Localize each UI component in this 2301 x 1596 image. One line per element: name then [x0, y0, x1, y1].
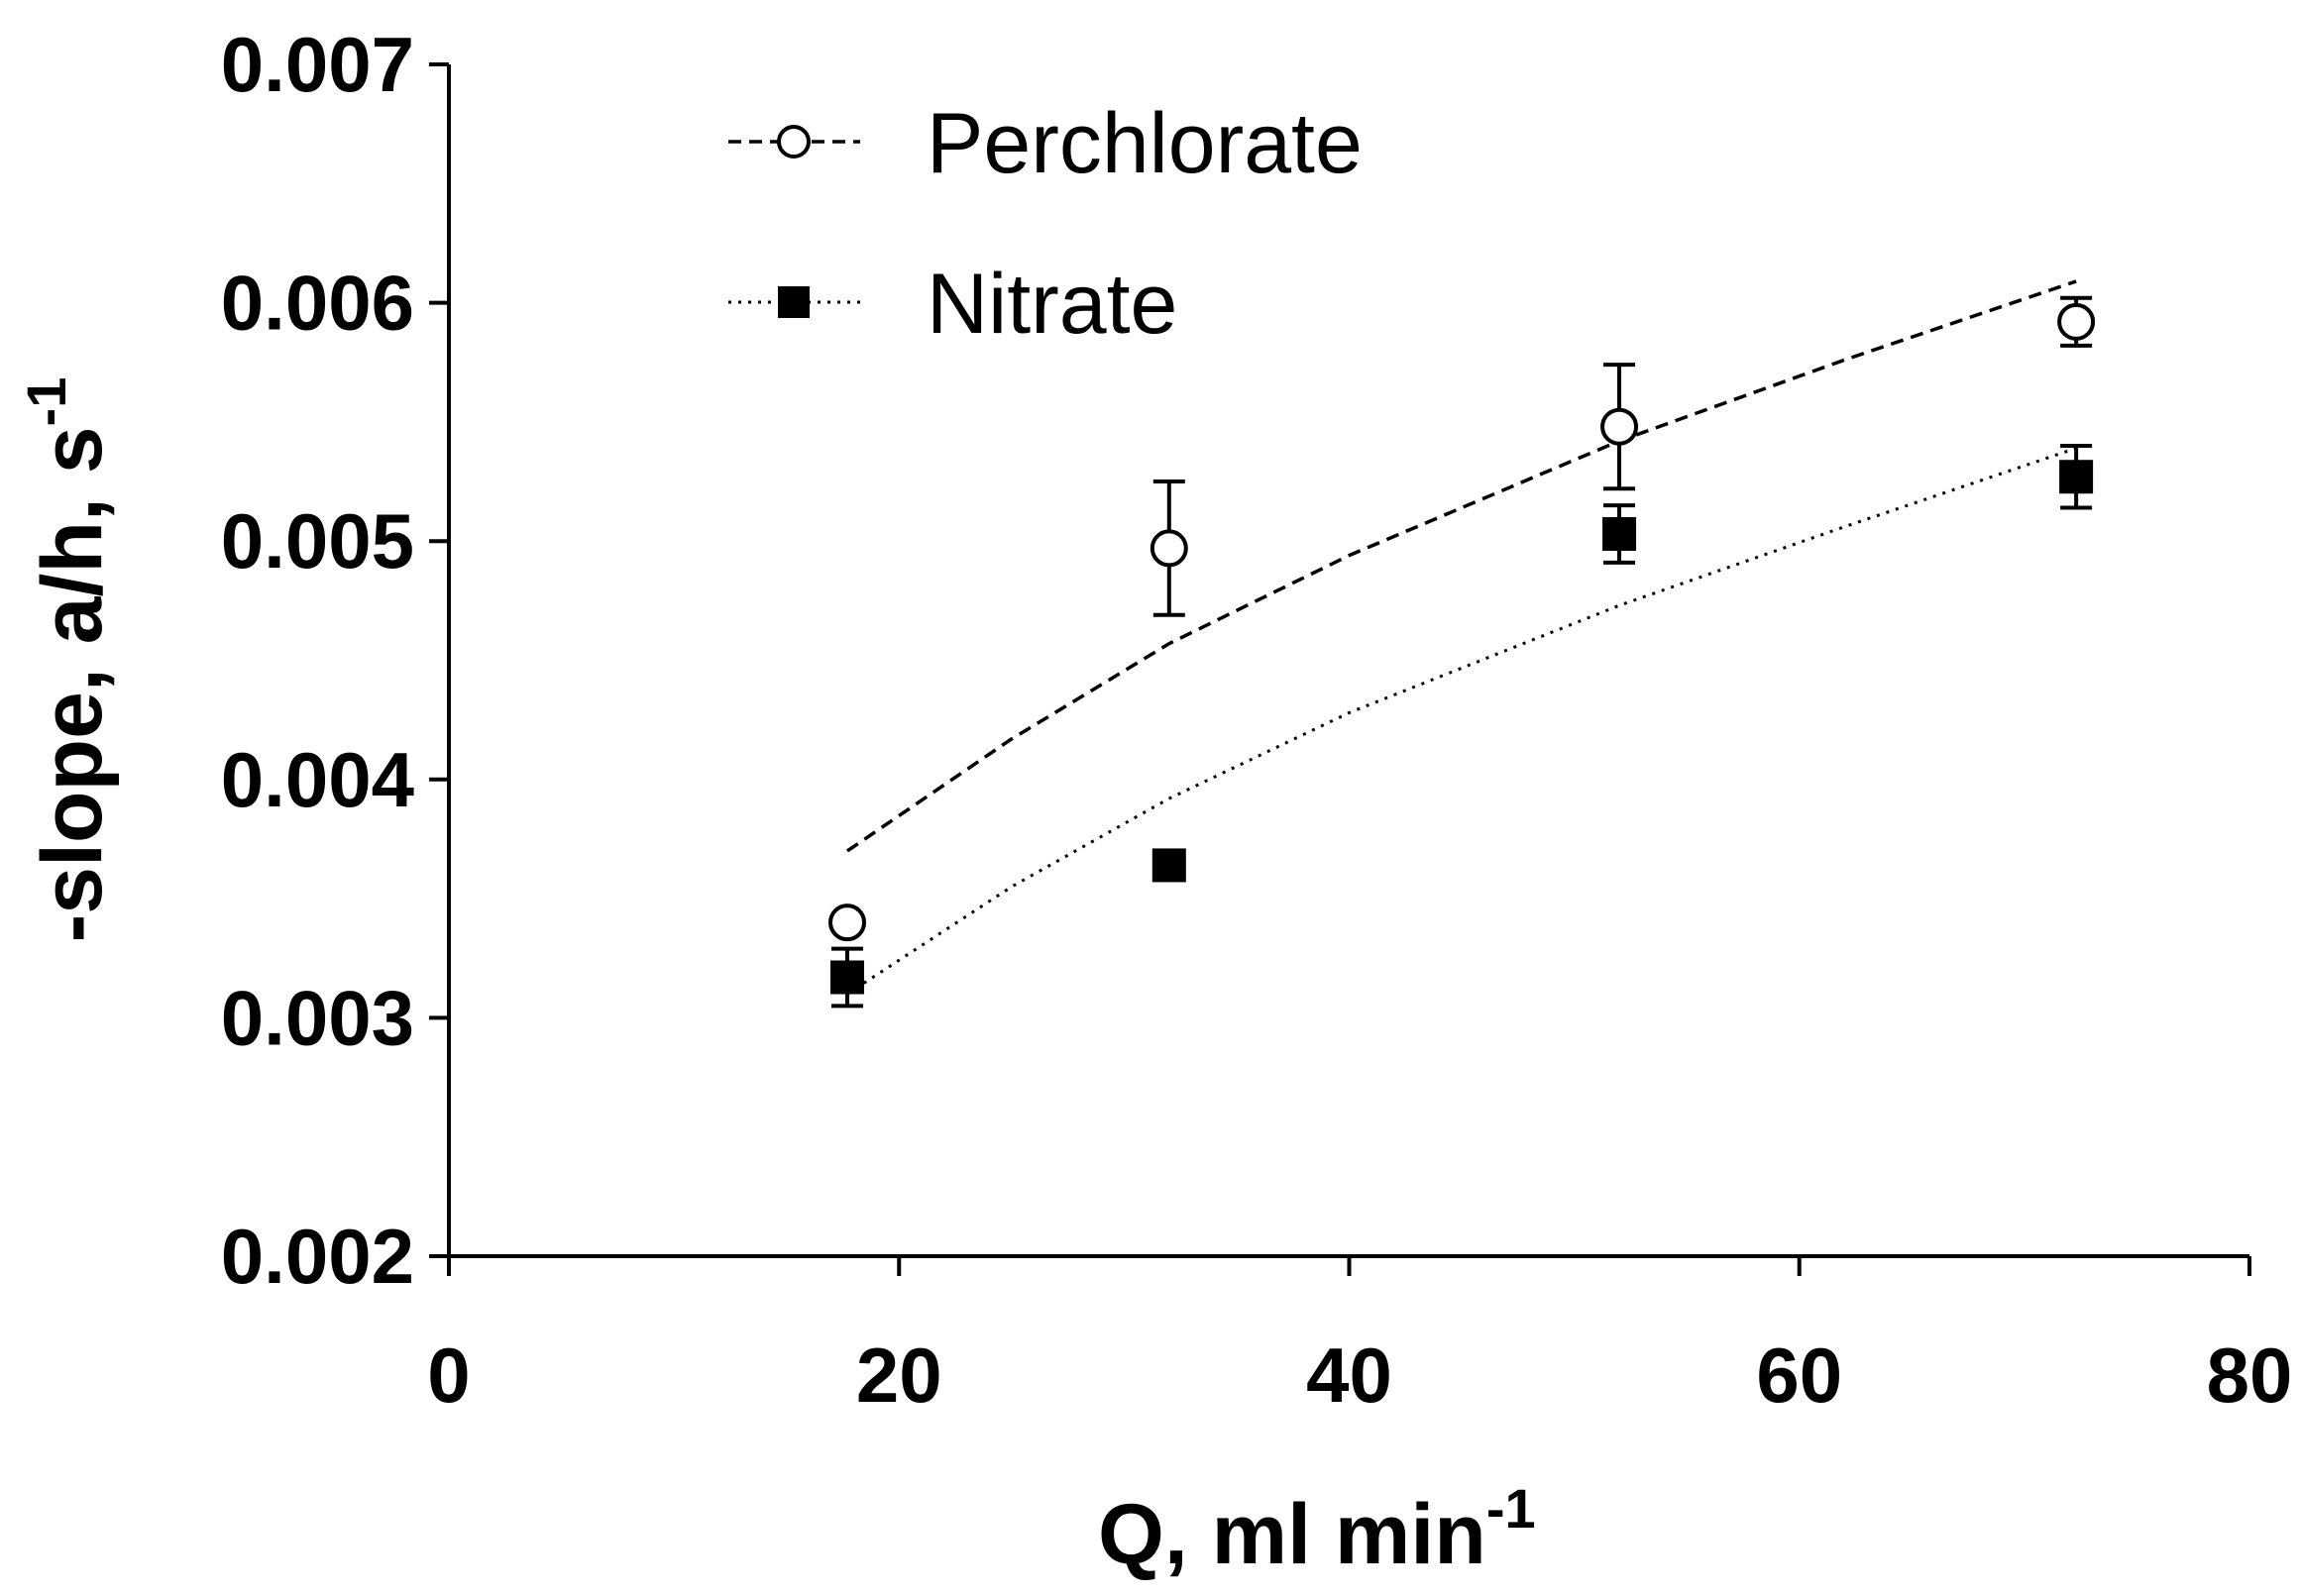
nitrate-point: [830, 960, 865, 995]
legend: Perchlorate Nitrate: [728, 96, 1363, 352]
x-tick-label: 0: [427, 1331, 470, 1419]
y-axis-title: -slope, a/h, s-1: [15, 377, 120, 943]
legend-nitrate-marker: [778, 286, 810, 318]
nitrate-point: [1151, 848, 1186, 883]
legend-nitrate-label: Nitrate: [927, 257, 1177, 352]
x-tick-label: 60: [1756, 1331, 1842, 1419]
x-tick-label: 80: [2207, 1331, 2293, 1419]
y-tick-label: 0.007: [221, 21, 414, 108]
fit-lines: [846, 279, 2077, 996]
y-ticks: 0.002 0.003 0.004 0.005 0.006 0.007: [221, 21, 449, 1300]
x-tick-label: 40: [1306, 1331, 1392, 1419]
perchlorate-point: [828, 904, 867, 942]
perchlorate-fit-line: [846, 279, 2077, 853]
markers: [828, 302, 2096, 995]
legend-perchlorate-marker: [777, 125, 811, 159]
y-tick-label: 0.004: [221, 736, 414, 823]
nitrate-point: [1602, 516, 1637, 551]
nitrate-fit-line: [846, 446, 2077, 996]
x-tick-label: 20: [856, 1331, 942, 1419]
legend-perchlorate-label: Perchlorate: [927, 96, 1363, 191]
y-tick-label: 0.005: [221, 497, 414, 585]
y-tick-label: 0.003: [221, 974, 414, 1061]
nitrate-point: [2059, 460, 2094, 494]
perchlorate-point: [1150, 529, 1188, 568]
y-tick-label: 0.002: [221, 1213, 414, 1300]
perchlorate-point: [1600, 407, 1639, 446]
x-axis-title: Q, ml min-1: [1098, 1477, 1536, 1582]
y-tick-label: 0.006: [221, 260, 414, 347]
x-ticks: 0 20 40 60 80: [427, 1256, 2292, 1419]
axes: [447, 64, 2249, 1258]
error-bars: [831, 295, 2093, 1009]
perchlorate-point: [2057, 302, 2096, 341]
